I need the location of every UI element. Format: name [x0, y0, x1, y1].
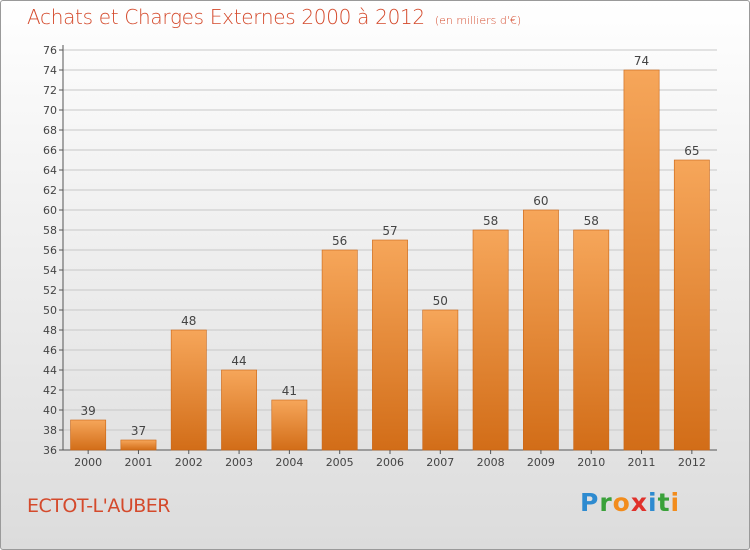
bar	[472, 229, 509, 451]
data-label: 37	[131, 424, 146, 438]
data-label: 44	[231, 354, 246, 368]
y-tick-label: 76	[43, 44, 57, 57]
y-tick-label: 56	[43, 244, 57, 257]
x-tick-label: 2000	[74, 456, 102, 469]
x-tick-label: 2012	[678, 456, 706, 469]
y-tick-label: 44	[43, 364, 57, 377]
logo-letter: r	[599, 488, 613, 517]
x-tick-label: 2006	[376, 456, 404, 469]
logo-letter: i	[670, 488, 681, 517]
y-tick-label: 46	[43, 344, 57, 357]
y-tick-label: 50	[43, 304, 57, 317]
y-tick-label: 40	[43, 404, 57, 417]
data-label: 41	[282, 384, 297, 398]
bar	[170, 329, 207, 451]
bar	[523, 209, 559, 451]
y-tick-label: 66	[43, 144, 57, 157]
data-label: 39	[81, 404, 96, 418]
bar	[673, 159, 710, 451]
data-label: 50	[433, 294, 448, 308]
data-label: 58	[584, 214, 599, 228]
x-tick-label: 2004	[275, 456, 303, 469]
data-label: 57	[382, 224, 397, 238]
bar	[422, 309, 459, 451]
y-tick-label: 48	[43, 324, 57, 337]
y-tick-label: 64	[43, 164, 57, 177]
y-tick-label: 38	[43, 424, 57, 437]
bar	[573, 229, 610, 451]
y-tick-label: 42	[43, 384, 57, 397]
y-tick-label: 52	[43, 284, 57, 297]
y-tick-label: 54	[43, 264, 57, 277]
bar	[623, 69, 660, 451]
bar	[321, 249, 358, 451]
bar	[271, 399, 308, 451]
y-tick-label: 70	[43, 104, 57, 117]
y-tick-label: 36	[43, 444, 57, 457]
x-tick-label: 2011	[628, 456, 656, 469]
y-tick-label: 72	[43, 84, 57, 97]
data-label: 65	[684, 144, 699, 158]
bar	[70, 419, 107, 451]
proxiti-logo: Proxiti	[580, 488, 680, 517]
x-tick-label: 2002	[175, 456, 203, 469]
chart-title-text: Achats et Charges Externes 2000 à 2012	[27, 5, 425, 29]
bar	[120, 439, 157, 451]
y-tick-label: 58	[43, 224, 57, 237]
bar	[372, 239, 408, 451]
bar	[221, 369, 257, 451]
y-tick-label: 60	[43, 204, 57, 217]
data-label: 60	[533, 194, 548, 208]
x-tick-label: 2005	[326, 456, 354, 469]
logo-letter: o	[612, 488, 631, 517]
x-tick-label: 2009	[527, 456, 555, 469]
commune-name: ECTOT-L'AUBER	[27, 495, 171, 517]
data-label: 48	[181, 314, 196, 328]
y-tick-label: 62	[43, 184, 57, 197]
data-label: 58	[483, 214, 498, 228]
data-label: 56	[332, 234, 347, 248]
y-tick-label: 68	[43, 124, 57, 137]
chart-title: Achats et Charges Externes 2000 à 2012 (e…	[27, 5, 521, 29]
chart-subtitle: (en milliers d'€)	[434, 14, 522, 27]
logo-letter: x	[630, 488, 648, 517]
logo-letter: t	[657, 488, 671, 517]
logo-letter: P	[580, 488, 600, 517]
y-tick-label: 74	[43, 64, 57, 77]
x-tick-label: 2010	[577, 456, 605, 469]
logo-letter: i	[648, 488, 658, 517]
x-tick-label: 2001	[124, 456, 152, 469]
data-label: 74	[634, 54, 649, 68]
x-tick-label: 2003	[225, 456, 253, 469]
x-tick-label: 2007	[426, 456, 454, 469]
x-tick-label: 2008	[477, 456, 505, 469]
